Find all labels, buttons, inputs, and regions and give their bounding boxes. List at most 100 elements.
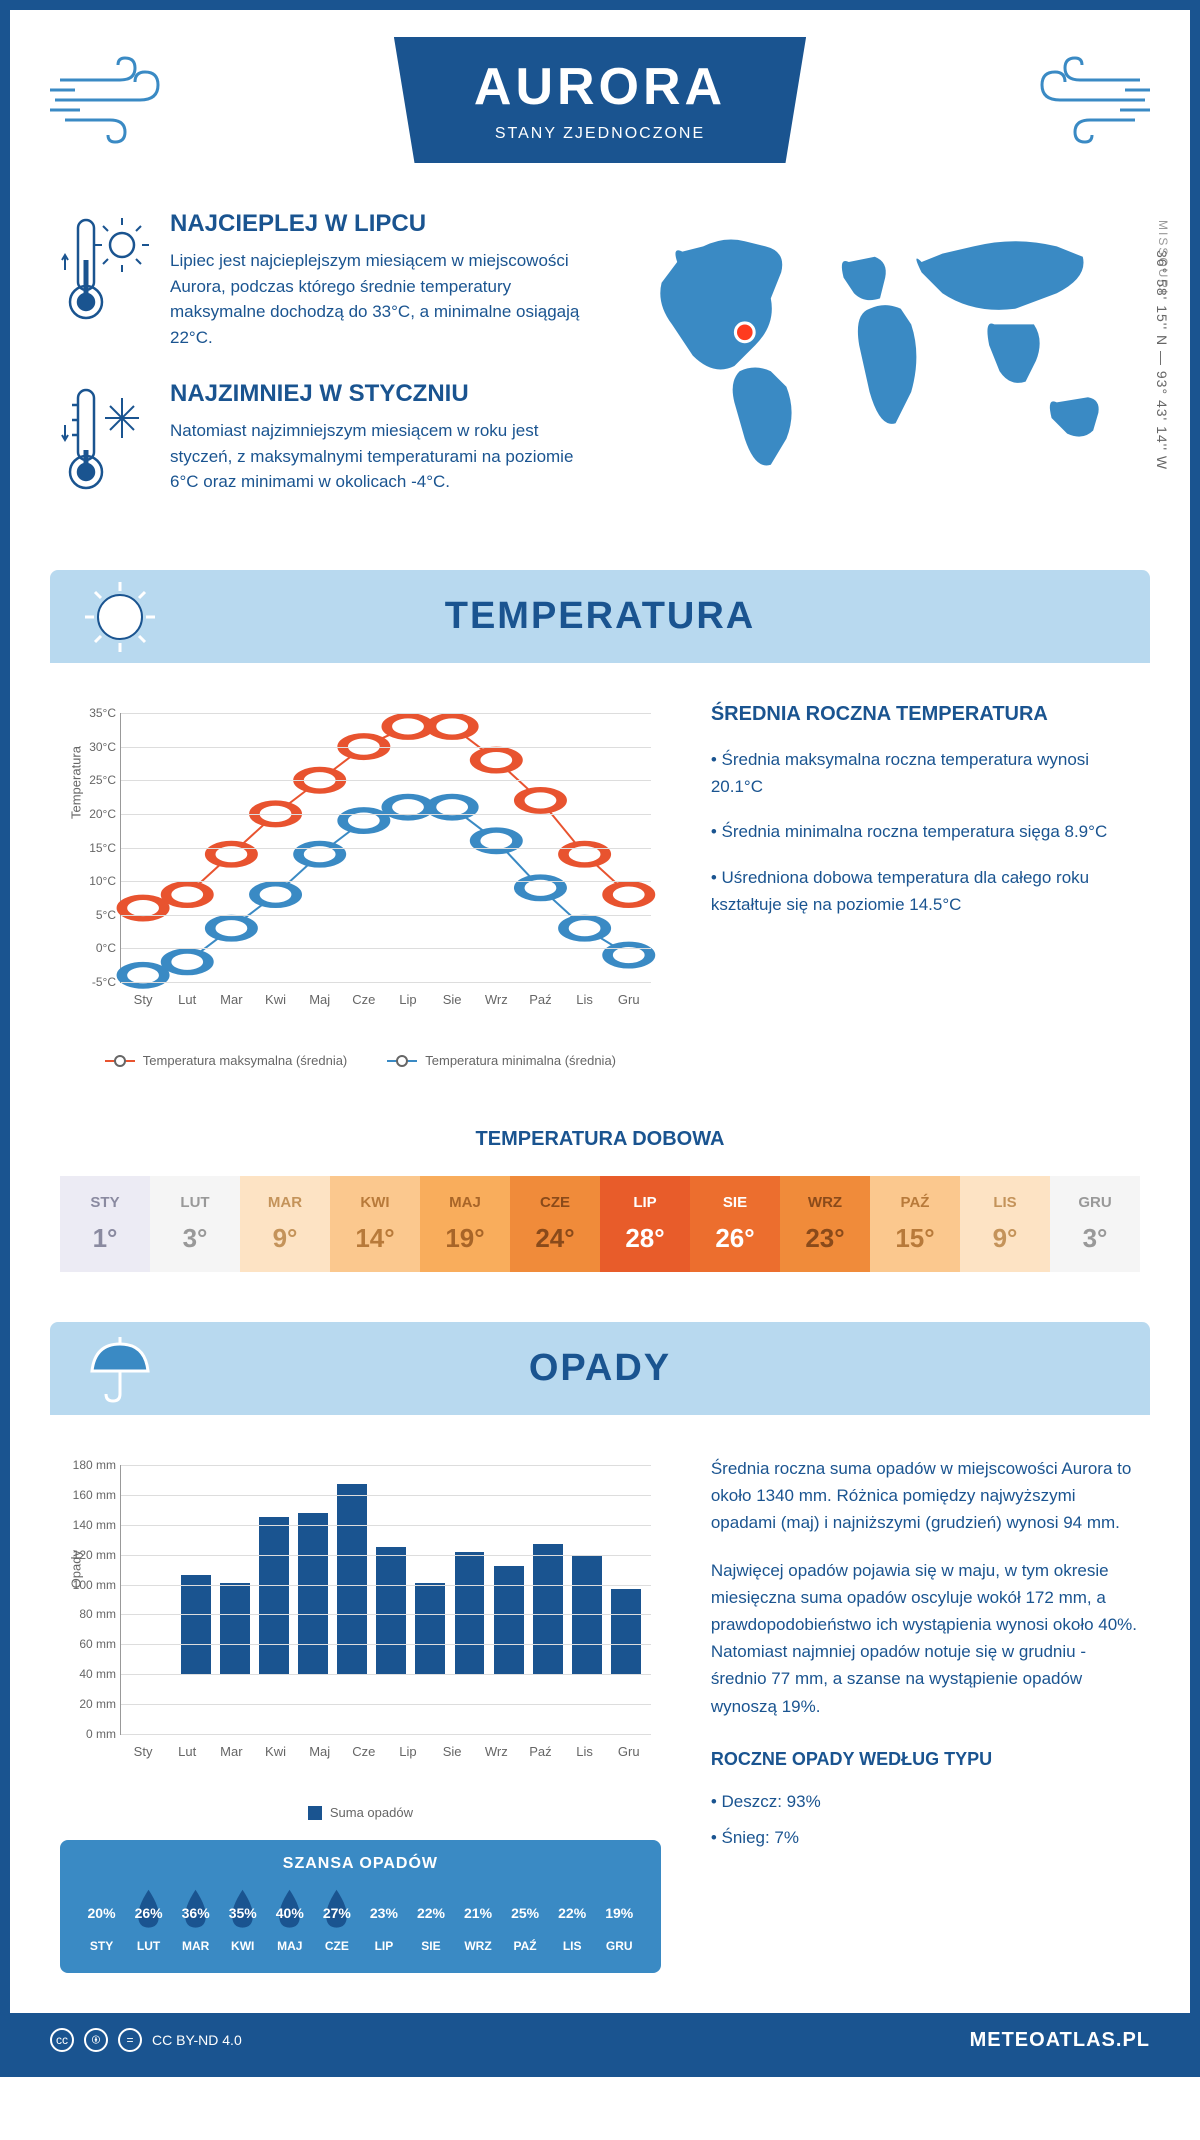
x-tick-label: Kwi	[265, 1744, 286, 1759]
hot-block: NAJCIEPLEJ W LIPCU Lipiec jest najcieple…	[60, 210, 580, 350]
chance-title: SZANSA OPADÓW	[80, 1855, 641, 1873]
temp-cell-value: 28°	[605, 1223, 685, 1254]
cold-text: Natomiast najzimniejszym miesiącem w rok…	[170, 418, 580, 495]
temp-cell-month: LIS	[965, 1194, 1045, 1211]
temp-cell-value: 24°	[515, 1223, 595, 1254]
precip-bar	[220, 1583, 250, 1674]
intro-text-column: NAJCIEPLEJ W LIPCU Lipiec jest najcieple…	[60, 210, 580, 530]
temp-cell: SIE 26°	[690, 1176, 780, 1272]
drop-month: LUT	[127, 1939, 170, 1953]
x-tick-label: Lut	[178, 1744, 196, 1759]
by-icon: 🅯	[84, 2028, 108, 2052]
y-tick-label: 0 mm	[71, 1727, 116, 1741]
precip-bar	[455, 1552, 485, 1674]
drop-item: 25%PAŹ	[504, 1888, 547, 1953]
wind-icon-right	[1010, 50, 1150, 150]
drop-month: WRZ	[457, 1939, 500, 1953]
page-subtitle: STANY ZJEDNOCZONE	[474, 125, 726, 143]
map-column: MISSOURI 36° 58' 15'' N — 93° 43' 14'' W	[620, 210, 1140, 530]
precip-legend: Suma opadów	[60, 1805, 661, 1820]
drop-item: 22%SIE	[409, 1888, 452, 1953]
y-tick-label: 30°C	[71, 740, 116, 754]
temp-cell-value: 9°	[245, 1223, 325, 1254]
temp-info-title: ŚREDNIA ROCZNA TEMPERATURA	[711, 703, 1140, 726]
y-tick-label: 120 mm	[71, 1548, 116, 1562]
precip-bar	[259, 1517, 289, 1674]
precip-bar	[376, 1547, 406, 1674]
temp-cell: LUT3°	[150, 1176, 240, 1272]
page-title: AURORA	[474, 57, 726, 117]
x-tick-label: Wrz	[485, 1744, 508, 1759]
drop-percent: 26%	[127, 1888, 170, 1931]
y-tick-label: 140 mm	[71, 1518, 116, 1532]
temp-cell: GRU 3°	[1050, 1176, 1140, 1272]
temp-info: ŚREDNIA ROCZNA TEMPERATURA • Średnia mak…	[711, 703, 1140, 1068]
y-tick-label: 25°C	[71, 773, 116, 787]
x-tick-label: Paź	[529, 1744, 551, 1759]
drop-month: LIS	[551, 1939, 594, 1953]
drop-month: STY	[80, 1939, 123, 1953]
temp-cell-month: SIE	[695, 1194, 775, 1211]
daily-temp-table: STY1°LUT3°MAR9°KWI14°MAJ19°CZE24°LIP28°S…	[60, 1176, 1140, 1272]
y-tick-label: 15°C	[71, 841, 116, 855]
precip-bar	[181, 1575, 211, 1675]
drop-month: CZE	[315, 1939, 358, 1953]
x-tick-label: Kwi	[265, 992, 286, 1007]
drop-item: 22%LIS	[551, 1888, 594, 1953]
infographic-container: AURORA STANY ZJEDNOCZONE	[0, 0, 1200, 2077]
y-tick-label: 180 mm	[71, 1458, 116, 1472]
x-tick-label: Wrz	[485, 992, 508, 1007]
drops-row: 20%STY26%LUT36%MAR35%KWI40%MAJ27%CZE23%L…	[80, 1888, 641, 1953]
precip-bar-chart: Opady 0 mm20 mm40 mm60 mm80 mm100 mm120 …	[60, 1455, 661, 1973]
x-tick-label: Sty	[134, 1744, 153, 1759]
temp-cell: KWI14°	[330, 1176, 420, 1272]
temp-cell-value: 26°	[695, 1223, 775, 1254]
x-tick-label: Gru	[618, 992, 640, 1007]
x-tick-label: Cze	[352, 992, 375, 1007]
legend-max: Temperatura maksymalna (średnia)	[143, 1053, 347, 1068]
temp-cell-value: 1°	[65, 1223, 145, 1254]
temp-cell: STY 1°	[60, 1176, 150, 1272]
precip-title: OPADY	[100, 1347, 1100, 1390]
drop-item: 20%STY	[80, 1888, 123, 1953]
temp-cell-value: 3°	[1055, 1223, 1135, 1254]
temp-cell-month: MAJ	[425, 1194, 505, 1211]
temp-cell: MAJ19°	[420, 1176, 510, 1272]
cc-icon: cc	[50, 2028, 74, 2052]
drop-percent: 23%	[362, 1888, 405, 1931]
temp-cell-month: GRU	[1055, 1194, 1135, 1211]
y-tick-label: 60 mm	[71, 1637, 116, 1651]
x-tick-label: Lip	[399, 992, 416, 1007]
y-tick-label: 0°C	[71, 941, 116, 955]
drop-item: 40%MAJ	[268, 1888, 311, 1953]
wind-icon-left	[50, 50, 190, 150]
temp-cell-month: STY	[65, 1194, 145, 1211]
y-tick-label: 20 mm	[71, 1697, 116, 1711]
x-tick-label: Gru	[618, 1744, 640, 1759]
x-tick-label: Lip	[399, 1744, 416, 1759]
precip-bar	[337, 1484, 367, 1674]
temp-title: TEMPERATURA	[100, 595, 1100, 638]
temp-cell: PAŹ15°	[870, 1176, 960, 1272]
temp-line-chart: Temperatura -5°C0°C5°C10°C15°C20°C25°C30…	[60, 703, 661, 1068]
hot-text: Lipiec jest najcieplejszym miesiącem w m…	[170, 248, 580, 350]
precip-content: Opady 0 mm20 mm40 mm60 mm80 mm100 mm120 …	[10, 1415, 1190, 2013]
x-tick-label: Maj	[309, 1744, 330, 1759]
temp-cell-month: WRZ	[785, 1194, 865, 1211]
thermometer-sun-icon	[60, 210, 150, 350]
y-tick-label: 20°C	[71, 807, 116, 821]
chance-box: SZANSA OPADÓW 20%STY26%LUT36%MAR35%KWI40…	[60, 1840, 661, 1973]
hot-title: NAJCIEPLEJ W LIPCU	[170, 210, 580, 238]
x-tick-label: Lis	[576, 992, 593, 1007]
temp-content: Temperatura -5°C0°C5°C10°C15°C20°C25°C30…	[10, 663, 1190, 1108]
precip-legend-label: Suma opadów	[330, 1805, 413, 1820]
coordinates: 36° 58' 15'' N — 93° 43' 14'' W	[1154, 250, 1170, 470]
precip-bar	[533, 1544, 563, 1674]
umbrella-icon	[80, 1329, 160, 1409]
drop-month: MAR	[174, 1939, 217, 1953]
header-banner: AURORA STANY ZJEDNOCZONE	[394, 37, 806, 163]
temp-cell: LIP28°	[600, 1176, 690, 1272]
temp-cell: MAR9°	[240, 1176, 330, 1272]
temp-cell-month: KWI	[335, 1194, 415, 1211]
cold-title: NAJZIMNIEJ W STYCZNIU	[170, 380, 580, 408]
